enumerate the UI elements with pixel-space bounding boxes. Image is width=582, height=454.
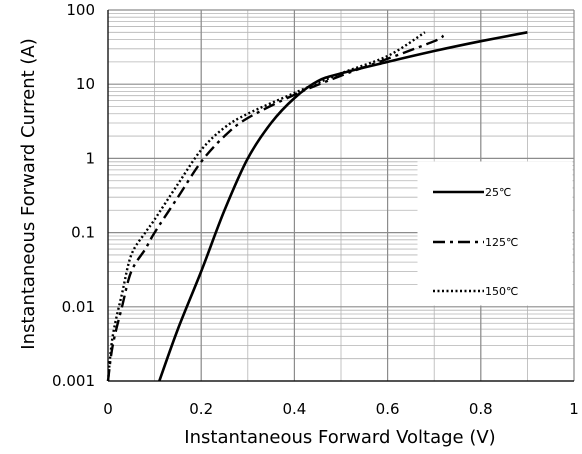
tick-labels: 0 0.2 0.4 0.6 0.8 1 0.001 0.01 0.1 1 10 100: [52, 1, 579, 418]
legend-box: [417, 161, 573, 306]
legend-label-1: 125℃: [485, 236, 518, 249]
x-tick-label: 0: [103, 400, 113, 418]
y-tick-label: 10: [76, 75, 95, 93]
x-axis-title: Instantaneous Forward Voltage (V): [184, 427, 495, 448]
x-tick-label: 1: [569, 400, 579, 418]
x-tick-label: 0.2: [189, 400, 213, 418]
series-line-2: [106, 31, 426, 382]
x-tick-label: 0.4: [282, 400, 306, 418]
y-tick-label: 0.1: [71, 224, 95, 242]
x-tick-label: 0.8: [469, 400, 493, 418]
y-tick-label: 100: [66, 1, 95, 19]
y-tick-label: 0.01: [62, 298, 95, 316]
y-axis-title: Instantaneous Forward Current (A): [18, 38, 39, 349]
legend-label-2: 150℃: [485, 285, 518, 298]
legend: 25℃ 125℃ 150℃: [417, 161, 573, 306]
x-tick-label: 0.6: [376, 400, 400, 418]
y-tick-label: 0.001: [52, 372, 95, 390]
axes: [107, 10, 574, 382]
series-lines: [106, 31, 528, 382]
series-line-1: [106, 34, 445, 382]
series-line-0: [158, 31, 528, 382]
legend-label-0: 25℃: [485, 186, 511, 199]
y-tick-label: 1: [85, 149, 95, 167]
